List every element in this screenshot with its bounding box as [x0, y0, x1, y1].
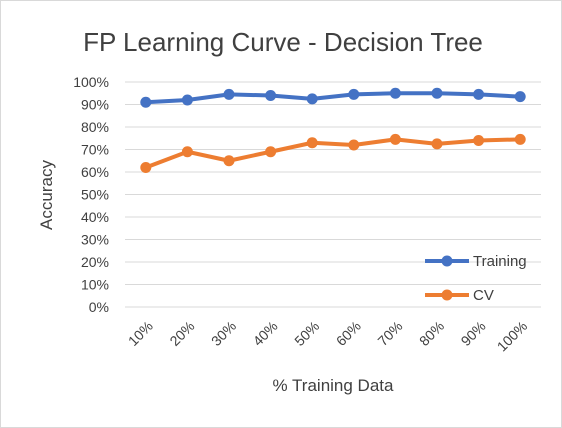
x-tick-label: 10% — [125, 318, 156, 349]
y-tick-label: 90% — [81, 97, 109, 113]
x-tick-label: 90% — [458, 318, 489, 349]
data-point-training — [514, 91, 526, 103]
y-tick-label: 30% — [81, 232, 109, 248]
series-line-training — [145, 91, 521, 105]
y-tick-label: 40% — [81, 209, 109, 225]
x-tick-labels: 10% 20% 30% 40% 50% 60% 70% 80% 90% 100% — [125, 318, 531, 355]
gridlines — [125, 81, 541, 308]
y-tick-label: 70% — [81, 142, 109, 158]
x-tick-label: 30% — [208, 318, 239, 349]
legend-label-cv: CV — [473, 287, 494, 304]
x-axis-title: % Training Data — [273, 376, 394, 395]
x-tick-label: 50% — [291, 318, 322, 349]
legend-label-training: Training — [473, 253, 527, 270]
data-point-training — [140, 96, 152, 108]
x-tick-label: 100% — [494, 318, 531, 355]
y-axis-title: Accuracy — [37, 160, 56, 230]
data-point-cv — [389, 133, 401, 145]
chart-title: FP Learning Curve - Decision Tree — [83, 27, 483, 57]
data-point-training — [431, 87, 443, 99]
y-tick-label: 0% — [89, 299, 109, 315]
data-point-cv — [223, 155, 235, 167]
legend-marker-training — [441, 255, 453, 267]
series-line-cv — [145, 137, 521, 170]
data-point-training — [306, 93, 318, 105]
y-tick-label: 10% — [81, 277, 109, 293]
data-point-training — [223, 88, 235, 100]
data-point-training — [181, 94, 193, 106]
data-point-cv — [306, 137, 318, 149]
y-tick-label: 80% — [81, 119, 109, 135]
x-tick-label: 60% — [333, 318, 364, 349]
y-tick-labels: 0% 10% 20% 30% 40% 50% 60% 70% 80% 90% 100% — [73, 74, 109, 315]
data-point-cv — [181, 146, 193, 158]
x-tick-label: 20% — [166, 318, 197, 349]
x-tick-label: 40% — [250, 318, 281, 349]
legend: Training CV — [425, 253, 527, 304]
data-point-cv — [514, 133, 526, 145]
data-point-cv — [140, 162, 152, 173]
series-lines — [140, 87, 526, 173]
data-point-training — [265, 90, 277, 101]
y-tick-label: 60% — [81, 164, 109, 180]
data-point-cv — [265, 146, 277, 158]
legend-marker-cv — [441, 289, 453, 301]
y-tick-label: 20% — [81, 254, 109, 270]
data-point-cv — [473, 135, 485, 146]
x-tick-label: 70% — [374, 318, 405, 349]
data-point-training — [389, 87, 401, 99]
data-point-training — [473, 88, 485, 100]
y-tick-label: 100% — [73, 74, 109, 90]
data-point-cv — [348, 139, 360, 151]
data-point-cv — [431, 138, 443, 150]
data-point-training — [348, 88, 360, 100]
x-tick-label: 80% — [416, 318, 447, 349]
y-tick-label: 50% — [81, 187, 109, 203]
